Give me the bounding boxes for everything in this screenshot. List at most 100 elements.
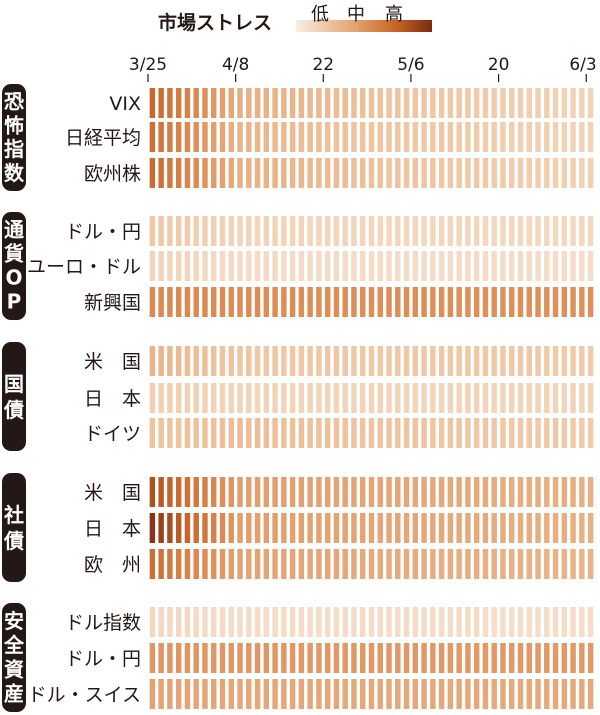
heatmap-cell [158, 418, 164, 448]
heatmap-cell [579, 251, 585, 281]
legend-low-label: 低 [311, 4, 329, 25]
heatmap-cell [316, 122, 322, 152]
heatmap-cell [473, 549, 480, 579]
heatmap-cell [175, 607, 182, 637]
heatmap-cell [526, 251, 532, 281]
heatmap-cell [342, 251, 348, 281]
heatmap-cell [430, 549, 436, 579]
heatmap-cell [342, 679, 348, 709]
heatmap-cell [298, 158, 305, 188]
heatmap-cell [281, 383, 287, 413]
heatmap-cell [333, 383, 340, 413]
heatmap-cell [228, 418, 234, 448]
heatmap-cell [544, 287, 550, 317]
heatmap-cell [219, 122, 226, 152]
heatmap-cell [535, 88, 541, 118]
heatmap-cell [219, 418, 226, 448]
heatmap-cell [342, 216, 348, 246]
heatmap-cell [412, 643, 419, 673]
heatmap-cell [324, 418, 331, 448]
heatmap-cell [167, 158, 173, 188]
heatmap-cell [167, 679, 173, 709]
heatmap-cell [403, 418, 410, 448]
heatmap-cell [570, 216, 576, 246]
heatmap-cell [403, 513, 410, 543]
heatmap-cell [281, 122, 287, 152]
heatmap-cell [403, 88, 410, 118]
heatmap-cell [158, 122, 164, 152]
heatmap-cell [526, 88, 532, 118]
heatmap-cell [184, 88, 191, 118]
heatmap-cell [263, 513, 270, 543]
heatmap-cell [377, 679, 383, 709]
heatmap-cell [552, 607, 559, 637]
heatmap-cell [509, 679, 515, 709]
heatmap-cell [421, 122, 427, 152]
heatmap-cell [456, 549, 462, 579]
heatmap-cell [482, 679, 489, 709]
heatmap-cell [544, 346, 550, 376]
heatmap-cell [149, 88, 156, 118]
heatmap-cell [482, 513, 489, 543]
heatmap-cell [570, 418, 576, 448]
heatmap-cell [579, 513, 585, 543]
heatmap-cell [412, 513, 419, 543]
heatmap-cell [289, 216, 296, 246]
heatmap-cell [509, 216, 515, 246]
heatmap-cell [395, 549, 401, 579]
heatmap-cell [167, 477, 173, 507]
heatmap-cell [193, 607, 199, 637]
heatmap-cell [570, 679, 576, 709]
heatmap-cell [254, 607, 261, 637]
heatmap-cell [386, 287, 392, 317]
heatmap-cell [167, 549, 173, 579]
heatmap-cell [535, 216, 541, 246]
heatmap-cell [421, 418, 427, 448]
heatmap-cell [219, 251, 226, 281]
heatmap-cell [368, 477, 375, 507]
heatmap-cell [544, 383, 550, 413]
heatmap-cell [360, 418, 366, 448]
heatmap-cell [263, 346, 270, 376]
heatmap-cell [526, 513, 532, 543]
heatmap-cell [412, 418, 419, 448]
heatmap-cell [193, 158, 199, 188]
group-label: 安全資産 [3, 609, 25, 706]
row-label: 新興国 [84, 292, 141, 314]
heatmap-cell [149, 643, 156, 673]
heatmap-cell [552, 88, 559, 118]
heatmap-cell [403, 607, 410, 637]
heatmap-cell [237, 383, 243, 413]
heatmap-cell [544, 477, 550, 507]
heatmap-cell [272, 346, 278, 376]
heatmap-cell [298, 216, 305, 246]
heatmap-cell [289, 251, 296, 281]
heatmap-cell [211, 513, 217, 543]
heatmap-cell [263, 643, 270, 673]
heatmap-cell [202, 607, 208, 637]
heatmap-cell [421, 643, 427, 673]
heatmap-cell [517, 513, 524, 543]
heatmap-cell [491, 418, 497, 448]
heatmap-cell [535, 549, 541, 579]
heatmap-cell [316, 251, 322, 281]
heatmap-cell [517, 88, 524, 118]
heatmap-cell [342, 287, 348, 317]
heatmap-cell [509, 513, 515, 543]
heatmap-cell [447, 513, 454, 543]
heatmap-cell [456, 383, 462, 413]
heatmap-cell [395, 679, 401, 709]
heatmap-cell [465, 477, 471, 507]
heatmap-cell [412, 607, 419, 637]
heatmap-cell [517, 549, 524, 579]
heatmap-cell [482, 251, 489, 281]
heatmap-cell [509, 251, 515, 281]
heatmap-cell [438, 216, 445, 246]
heatmap-cell [561, 88, 568, 118]
heatmap-cell [333, 122, 340, 152]
heatmap-cell [579, 477, 585, 507]
heatmap-cell [263, 549, 270, 579]
heatmap-cell [430, 477, 436, 507]
heatmap-cell [473, 607, 480, 637]
heatmap-cell [552, 287, 559, 317]
